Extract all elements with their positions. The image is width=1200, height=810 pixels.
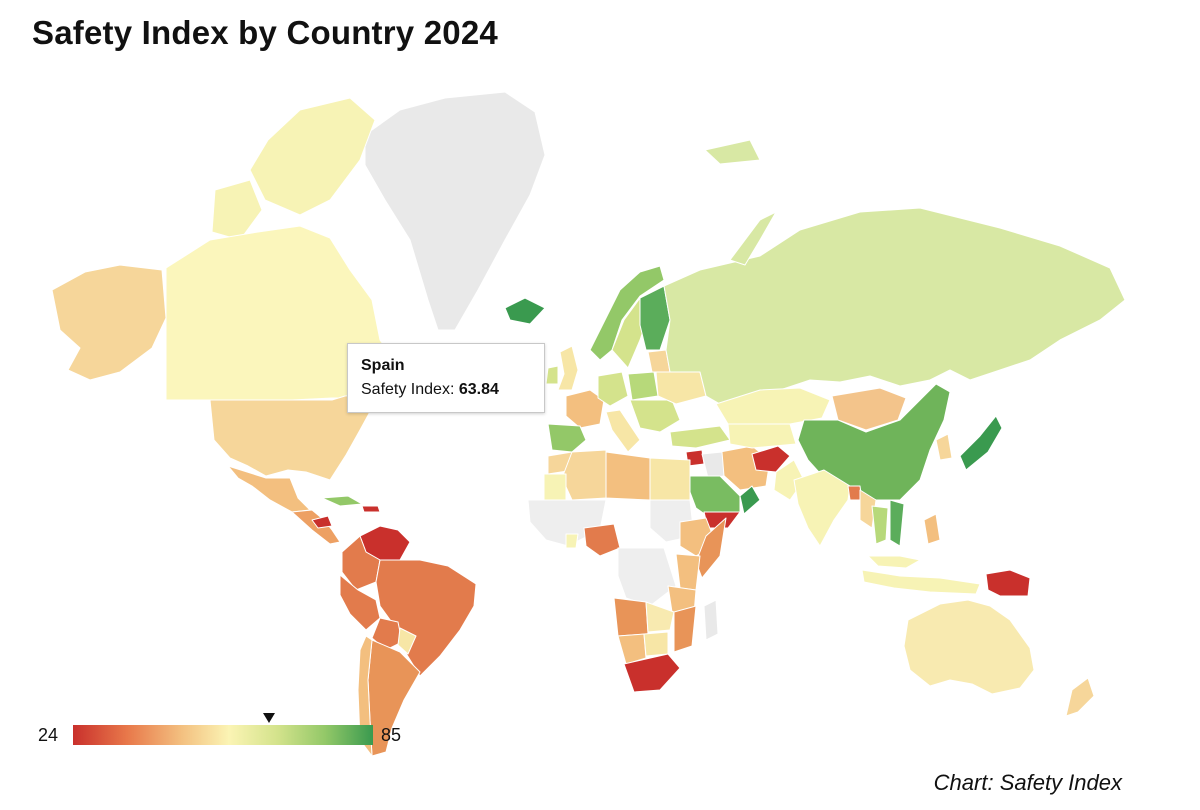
region-kenya[interactable] bbox=[676, 554, 700, 590]
region-japan[interactable] bbox=[960, 416, 1002, 470]
region-balkans[interactable] bbox=[630, 400, 680, 432]
region-cuba[interactable] bbox=[322, 496, 362, 506]
region-botswana[interactable] bbox=[644, 632, 668, 656]
region-india[interactable] bbox=[794, 470, 850, 546]
region-canada-islands[interactable] bbox=[250, 98, 375, 215]
tooltip-metric-value: 63.84 bbox=[459, 381, 499, 398]
region-new-zealand[interactable] bbox=[1066, 678, 1094, 716]
legend-value-marker bbox=[263, 713, 275, 723]
region-greenland[interactable] bbox=[365, 92, 545, 330]
region-haiti[interactable] bbox=[362, 506, 380, 512]
region-vietnam[interactable] bbox=[890, 500, 904, 546]
region-turkey[interactable] bbox=[670, 426, 730, 448]
region-ukraine[interactable] bbox=[656, 372, 706, 404]
legend-max-label: 85 bbox=[381, 725, 401, 746]
region-ireland[interactable] bbox=[546, 366, 558, 384]
region-russia[interactable] bbox=[664, 208, 1125, 404]
region-zambia[interactable] bbox=[646, 602, 674, 632]
map-tooltip: Spain Safety Index: 63.84 bbox=[347, 343, 545, 413]
region-central-asia[interactable] bbox=[728, 424, 796, 448]
region-korea[interactable] bbox=[936, 434, 952, 460]
region-mauritania[interactable] bbox=[544, 474, 566, 500]
region-canada-islands-2[interactable] bbox=[212, 180, 262, 240]
legend-color-bar bbox=[73, 725, 373, 745]
tooltip-country-name: Spain bbox=[361, 357, 532, 375]
region-spain[interactable] bbox=[548, 424, 586, 452]
region-libya[interactable] bbox=[606, 452, 650, 500]
region-indonesia[interactable] bbox=[862, 570, 980, 594]
region-nigeria[interactable] bbox=[584, 524, 620, 556]
region-egypt[interactable] bbox=[650, 458, 690, 500]
region-iceland[interactable] bbox=[505, 298, 545, 324]
region-uk[interactable] bbox=[558, 346, 578, 390]
region-australia[interactable] bbox=[904, 600, 1034, 694]
region-png[interactable] bbox=[986, 570, 1030, 596]
region-svalbard[interactable] bbox=[705, 140, 760, 164]
chart-source-label: Chart: Safety Index bbox=[934, 770, 1122, 796]
tooltip-metric-row: Safety Index: 63.84 bbox=[361, 381, 532, 399]
region-thailand[interactable] bbox=[872, 506, 888, 544]
region-philippines[interactable] bbox=[924, 514, 940, 544]
region-poland[interactable] bbox=[628, 372, 658, 400]
tooltip-metric-label: Safety Index: bbox=[361, 381, 454, 398]
region-alaska[interactable] bbox=[52, 265, 166, 380]
region-angola[interactable] bbox=[614, 598, 648, 636]
region-malaysia[interactable] bbox=[868, 556, 920, 568]
region-ghana[interactable] bbox=[566, 534, 578, 548]
region-madagascar[interactable] bbox=[704, 600, 718, 640]
region-congo[interactable] bbox=[618, 548, 676, 606]
region-germany[interactable] bbox=[598, 372, 628, 406]
region-central-america[interactable] bbox=[292, 510, 340, 544]
legend-min-label: 24 bbox=[38, 725, 58, 746]
region-italy[interactable] bbox=[606, 410, 640, 452]
region-mozambique[interactable] bbox=[674, 606, 696, 652]
region-oman[interactable] bbox=[740, 486, 760, 514]
region-iraq[interactable] bbox=[702, 452, 724, 478]
